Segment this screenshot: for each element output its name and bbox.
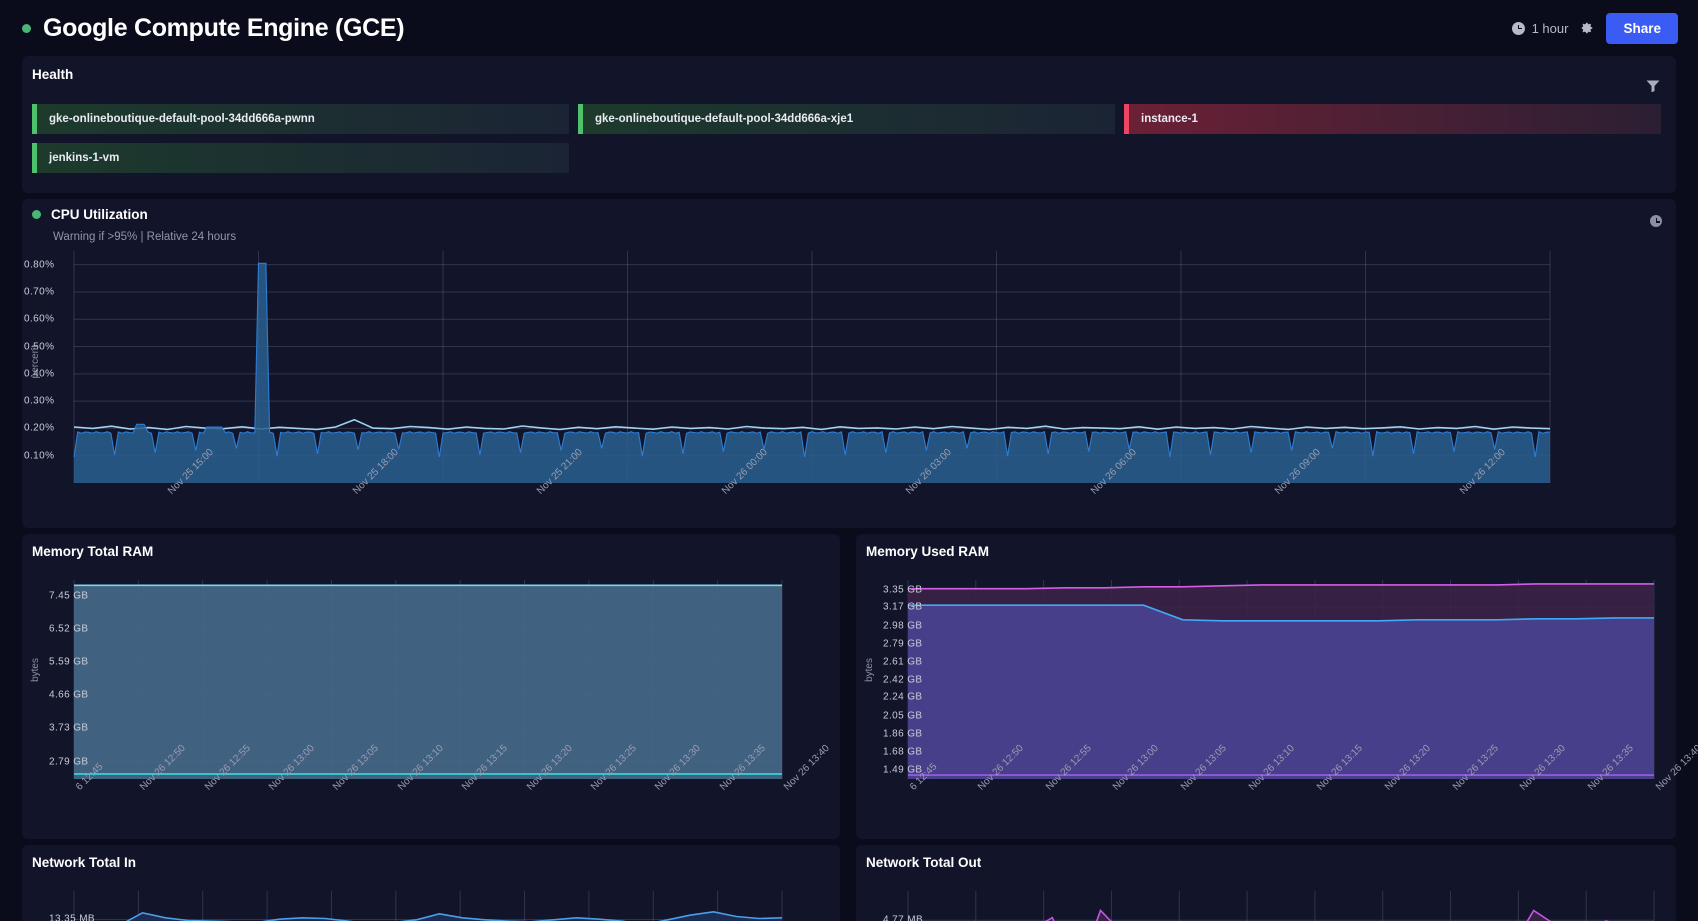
y-axis-label: bytes <box>30 657 41 682</box>
memory-total-ram-title: Memory Total RAM <box>32 544 154 559</box>
share-button[interactable]: Share <box>1606 12 1678 44</box>
network-total-in-chart[interactable]: 13.35 MB11.44 MBbytes <box>22 875 840 921</box>
used-ram-magenta-line <box>908 583 1654 590</box>
gear-icon[interactable] <box>1580 21 1594 35</box>
health-panel: Health gke-onlineboutique-default-pool-3… <box>22 56 1676 193</box>
y-axis-tick: 3.73 GB <box>49 722 89 734</box>
total-ram-upper-area <box>74 585 782 779</box>
y-axis-tick: 13.35 MB <box>49 913 96 921</box>
network-total-out-chart[interactable]: 4.77 MB4.29 MBbytes <box>856 875 1676 921</box>
net-in-chart-svg <box>73 891 783 921</box>
memory-used-ram-panel: Memory Used RAM 3.35 GB 3.17 GB 2.98 GB 2.7… <box>856 534 1698 839</box>
net-out-chart-svg <box>907 891 1655 921</box>
cpu-chart-svg <box>73 251 1551 483</box>
y-axis-tick: 0.40% <box>24 368 55 380</box>
y-axis-tick: 0.60% <box>24 313 55 325</box>
y-axis-tick: 0.10% <box>24 450 55 462</box>
cpu-utilization-panel: CPU Utilization Warning if >95% | Relati… <box>22 199 1676 528</box>
memory-total-ram-chart[interactable]: 7.45 GB 6.52 GB 5.59 GB 4.66 GB 3.73 GB 2.79 … <box>22 564 840 839</box>
health-panel-title: Health <box>32 67 74 82</box>
health-card-grid: gke-onlineboutique-default-pool-34dd666a… <box>32 104 1666 173</box>
y-axis-tick: 2.61 GB <box>883 656 923 668</box>
y-axis-label: percent <box>30 345 41 379</box>
y-axis-tick: 4.66 GB <box>49 689 89 701</box>
y-axis-tick: 0.20% <box>24 422 55 434</box>
y-axis-tick: 1.86 GB <box>883 728 923 740</box>
health-card[interactable]: instance-1 <box>1124 104 1661 134</box>
memory-total-ram-panel: Memory Total RAM 7.45 GB 6.52 GB 5.59 GB 4.… <box>22 534 840 839</box>
top-right-controls: 1 hour Share <box>1511 12 1678 44</box>
dashboard-status-dot <box>22 23 31 33</box>
health-card[interactable]: jenkins-1-vm <box>32 143 569 173</box>
title-wrap: Google Compute Engine (GCE) <box>22 13 405 43</box>
top-bar: Google Compute Engine (GCE) 1 hour Share <box>0 0 1698 56</box>
health-card[interactable]: gke-onlineboutique-default-pool-34dd666a… <box>32 104 569 134</box>
memory-used-ram-title: Memory Used RAM <box>866 544 990 559</box>
network-total-in-title: Network Total In <box>32 855 137 870</box>
y-axis-tick: 3.35 GB <box>883 584 923 596</box>
funnel-icon[interactable] <box>1646 80 1660 92</box>
mem-used-chart-svg <box>907 580 1655 779</box>
y-axis-tick: 4.77 MB <box>883 914 924 921</box>
y-axis-tick: 2.79 GB <box>49 756 89 768</box>
used-ram-blue-area <box>908 605 1654 779</box>
y-axis-tick: 2.42 GB <box>883 674 923 686</box>
cpu-area-low-line <box>73 262 1551 458</box>
cpu-line-high-line <box>73 418 1551 431</box>
y-axis-tick: 2.98 GB <box>883 620 923 632</box>
y-axis-tick: 7.45 GB <box>49 590 89 602</box>
y-axis-tick: 2.24 GB <box>883 691 923 703</box>
y-axis-tick: 1.49 GB <box>883 764 923 776</box>
mem-total-chart-svg <box>73 580 783 779</box>
health-card-label: instance-1 <box>1141 113 1198 125</box>
memory-used-ram-chart[interactable]: 3.35 GB 3.17 GB 2.98 GB 2.79 GB 2.61 GB 2.42 … <box>856 564 1698 839</box>
network-total-in-panel: Network Total In 13.35 MB11.44 MBbytes <box>22 845 840 921</box>
y-axis-tick: 2.79 GB <box>883 638 923 650</box>
cpu-status-dot <box>32 210 41 219</box>
y-axis-label: bytes <box>864 657 875 682</box>
cpu-area-low-area <box>74 263 1550 483</box>
y-axis-tick: 1.68 GB <box>883 746 923 758</box>
network-total-out-title: Network Total Out <box>866 855 982 870</box>
page-title: Google Compute Engine (GCE) <box>43 13 405 42</box>
y-axis-tick: 5.59 GB <box>49 656 89 668</box>
health-card-label: jenkins-1-vm <box>49 152 120 164</box>
cpu-panel-title: CPU Utilization <box>51 207 148 222</box>
cpu-panel-header: CPU Utilization <box>32 207 148 222</box>
y-axis-tick: 6.52 GB <box>49 623 89 635</box>
y-axis-tick: 0.50% <box>24 341 55 353</box>
net-out-line-line <box>1045 909 1610 921</box>
clock-icon <box>1511 21 1525 35</box>
health-card[interactable]: gke-onlineboutique-default-pool-34dd666a… <box>578 104 1115 134</box>
y-axis-tick: 0.30% <box>24 395 55 407</box>
y-axis-tick: 2.05 GB <box>883 710 923 722</box>
health-card-label: gke-onlineboutique-default-pool-34dd666a… <box>595 113 854 125</box>
health-card-label: gke-onlineboutique-default-pool-34dd666a… <box>49 113 315 125</box>
used-ram-blue-line <box>908 604 1654 622</box>
network-total-out-panel: Network Total Out 4.77 MB4.29 MBbytes <box>856 845 1676 921</box>
cpu-panel-subtitle: Warning if >95% | Relative 24 hours <box>53 231 237 243</box>
time-range-label: 1 hour <box>1531 20 1569 36</box>
y-axis-tick: 0.80% <box>24 259 55 271</box>
y-axis-tick: 3.17 GB <box>883 601 923 613</box>
time-range-selector[interactable]: 1 hour <box>1511 20 1569 36</box>
cpu-chart[interactable]: 0.80% 0.70% 0.60% 0.50% 0.40% 0.30% 0.20% 0.10%… <box>22 235 1676 528</box>
cpu-clock-icon[interactable] <box>1650 214 1662 232</box>
y-axis-tick: 0.70% <box>24 286 55 298</box>
